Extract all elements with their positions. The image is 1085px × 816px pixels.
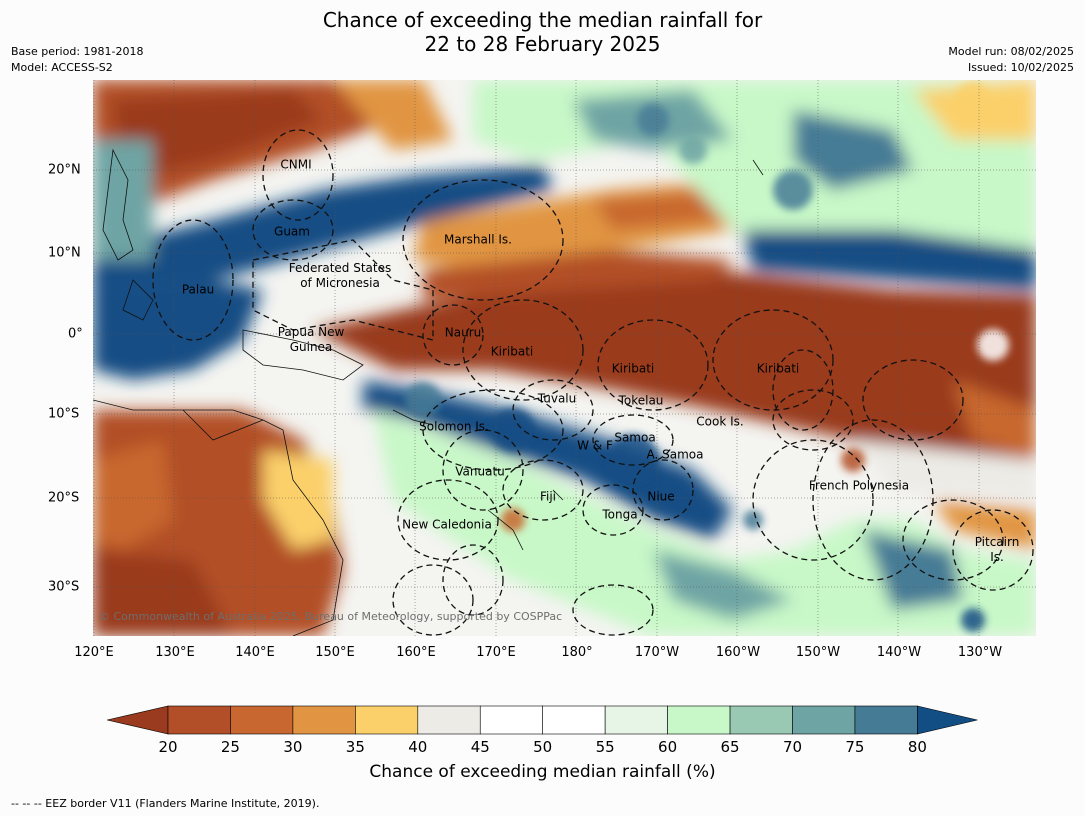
region-label: Solomon Is. — [419, 419, 489, 434]
x-tick-label: 160°W — [715, 645, 761, 660]
colorbar-extend-low — [107, 705, 169, 735]
colorbar-tick-label: 20 — [158, 738, 178, 756]
x-tick-label: 170°W — [634, 645, 680, 660]
region-label: New Caledonia — [402, 517, 492, 532]
colorbar-extend-high — [917, 705, 978, 735]
colorbar-swatch — [729, 705, 793, 735]
colorbar-tick-label: 50 — [533, 738, 553, 756]
colorbar-swatch — [479, 705, 544, 735]
colorbar-tick-label: 45 — [470, 738, 490, 756]
x-tick-label: 170°E — [476, 645, 516, 660]
x-tick-label: 130°W — [957, 645, 1003, 660]
copyright-note: © Commonwealth of Australia 2025, Bureau… — [99, 610, 563, 623]
region-label: Niue — [647, 489, 675, 504]
region-label: Nauru — [444, 325, 482, 340]
x-tick-label: 150°W — [795, 645, 841, 660]
colorbar-tick-label: 40 — [408, 738, 428, 756]
x-tick-label: 180° — [561, 645, 593, 660]
base-period: Base period: 1981-2018 — [11, 45, 144, 58]
region-label: Palau — [181, 282, 215, 297]
map-title-line1: Chance of exceeding the median rainfall … — [322, 8, 763, 32]
region-label: Marshall Is. — [444, 232, 512, 247]
region-label: Fiji — [539, 489, 557, 504]
region-label: W & F — [577, 438, 613, 453]
colorbar-swatch — [417, 705, 481, 735]
region-label: Vanuatu — [455, 464, 505, 479]
region-label: Tokelau — [618, 393, 664, 408]
region-label: Cook Is. — [696, 414, 744, 429]
colorbar-tick-label: 75 — [845, 738, 865, 756]
colorbar-tick-label: 30 — [283, 738, 303, 756]
rainfall-map — [93, 80, 1036, 636]
region-label: Samoa — [614, 430, 656, 445]
colorbar-swatch — [292, 705, 356, 735]
colorbar-tick-label: 80 — [907, 738, 927, 756]
colorbar-swatch — [230, 705, 294, 735]
colorbar-tick-label: 60 — [658, 738, 678, 756]
colorbar-swatch — [854, 705, 918, 735]
x-tick-label: 140°E — [235, 645, 275, 660]
region-label: French Polynesia — [808, 478, 910, 493]
y-tick-label: 10°S — [48, 406, 80, 422]
colorbar-tick-label: 65 — [720, 738, 740, 756]
colorbar-label: Chance of exceeding median rainfall (%) — [369, 762, 716, 782]
region-label: Kiribati — [756, 361, 800, 376]
colorbar-swatch — [542, 705, 606, 735]
map-title-line2: 22 to 28 February 2025 — [424, 32, 661, 56]
region-label: CNMI — [280, 157, 312, 172]
x-tick-label: 130°E — [155, 645, 195, 660]
x-tick-label: 120°E — [74, 645, 114, 660]
region-label: Pitcairn Is. — [974, 535, 1020, 564]
region-label: A. Samoa — [646, 447, 704, 462]
region-label: Tonga — [602, 507, 638, 522]
issued-date: Issued: 10/02/2025 — [967, 61, 1074, 74]
model-name: Model: ACCESS-S2 — [11, 61, 113, 74]
colorbar-tick-label: 70 — [782, 738, 803, 756]
x-tick-label: 160°E — [396, 645, 436, 660]
colorbar-swatch — [355, 705, 419, 735]
y-tick-label: 10°N — [48, 245, 81, 261]
y-tick-label: 0° — [68, 326, 83, 342]
x-tick-label: 150°E — [315, 645, 355, 660]
colorbar-swatch — [167, 705, 231, 735]
colorbar-tick-label: 35 — [345, 738, 365, 756]
region-label: Federated States of Micronesia — [288, 261, 392, 290]
colorbar-tick-label: 25 — [220, 738, 240, 756]
colorbar-swatch — [604, 705, 668, 735]
region-label: Papua New Guinea — [277, 325, 345, 354]
rainfall-map-canvas — [93, 80, 1036, 636]
region-label: Tuvalu — [537, 391, 577, 406]
colorbar-swatch — [792, 705, 856, 735]
colorbar-tick-label: 55 — [595, 738, 615, 756]
eez-footnote: -- -- -- EEZ border V11 (Flanders Marine… — [11, 797, 320, 810]
x-tick-label: 140°W — [876, 645, 922, 660]
colorbar-swatch — [667, 705, 731, 735]
y-tick-label: 20°S — [48, 490, 80, 506]
y-tick-label: 20°N — [48, 162, 81, 178]
model-run: Model run: 08/02/2025 — [948, 45, 1074, 58]
region-label: Kiribati — [611, 361, 655, 376]
region-label: Guam — [274, 224, 310, 239]
colorbar — [107, 705, 978, 735]
y-tick-label: 30°S — [48, 579, 80, 595]
region-label: Kiribati — [490, 344, 534, 359]
